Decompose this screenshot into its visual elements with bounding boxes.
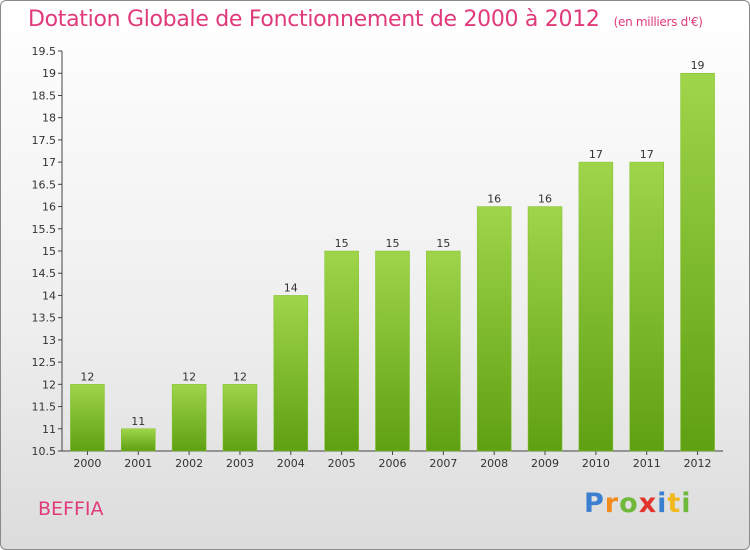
y-tick-label: 16.5 [32,178,57,191]
y-tick-label: 12.5 [32,356,57,369]
logo-letter: i [657,488,668,519]
x-tick-label: 2000 [73,457,101,470]
bar [70,384,105,452]
x-tick-label: 2001 [124,457,152,470]
y-tick-label: 15.5 [32,223,57,236]
bar [426,250,461,452]
bar [476,206,512,452]
commune-name: BEFFIA [38,498,104,520]
logo-letter: x [638,488,658,519]
logo-letter: P [584,488,605,519]
proxiti-logo: Proxiti [584,488,692,519]
chart-labels: 2000 12 2001 11 2002 12 2003 12 2004 14 2005 15 2006… [73,59,711,470]
y-tick-label: 10.5 [32,445,57,458]
logo-letter: t [667,488,682,519]
bar [273,295,309,452]
x-tick-label: 2009 [531,457,559,470]
data-label: 16 [538,193,552,206]
bar [680,72,715,452]
logo-letter: r [604,488,620,519]
data-label: 15 [386,237,400,250]
data-label: 16 [487,193,501,206]
x-tick-label: 2012 [684,457,712,470]
x-tick-label: 2010 [582,457,610,470]
y-tick-label: 16 [42,201,56,214]
chart-title: Dotation Globale de Fonctionnement de 20… [28,7,703,32]
data-label: 12 [182,370,196,383]
bar [578,161,614,452]
y-tick-label: 15 [42,245,56,258]
y-tick-label: 11 [42,423,56,436]
data-label: 12 [233,370,247,383]
chart-title-text: Dotation Globale de Fonctionnement de 20… [28,7,600,32]
chart-axes: 10.5 11 11.5 12 12.5 13 13.5 14 14.5 15 15.5 16 16.5… [32,45,723,458]
y-tick-label: 18.5 [32,89,57,102]
data-label: 17 [589,148,603,161]
y-tick-label: 18 [42,112,56,125]
bar [324,250,359,452]
y-tick-label: 11.5 [32,401,57,414]
bar [527,206,563,452]
data-label: 15 [335,237,349,250]
data-label: 15 [436,237,450,250]
y-tick-label: 14 [42,289,56,302]
data-label: 11 [131,415,145,428]
x-tick-label: 2006 [379,457,407,470]
data-label: 14 [284,281,298,294]
x-tick-label: 2004 [277,457,305,470]
y-tick-label: 14.5 [32,267,57,280]
bar [171,384,207,452]
y-tick-label: 17.5 [32,134,57,147]
chart-bars [70,72,715,452]
y-tick-label: 12 [42,378,56,391]
bar [121,428,156,452]
x-tick-label: 2007 [429,457,457,470]
y-tick-label: 13 [42,334,56,347]
logo-letter: o [619,488,639,519]
bar [375,250,410,452]
bar [222,384,258,452]
y-tick-label: 19.5 [32,45,57,58]
y-tick-label: 13.5 [32,312,57,325]
logo-letter: i [681,488,692,519]
data-label: 12 [80,370,94,383]
data-label: 17 [640,148,654,161]
chart-subtitle: (en milliers d'€) [613,15,703,29]
x-tick-label: 2008 [480,457,508,470]
x-tick-label: 2011 [633,457,661,470]
data-label: 19 [691,59,705,72]
x-tick-label: 2003 [226,457,254,470]
y-tick-label: 17 [42,156,56,169]
x-tick-label: 2005 [328,457,356,470]
y-tick-label: 19 [42,67,56,80]
bar [629,161,664,452]
x-tick-label: 2002 [175,457,203,470]
